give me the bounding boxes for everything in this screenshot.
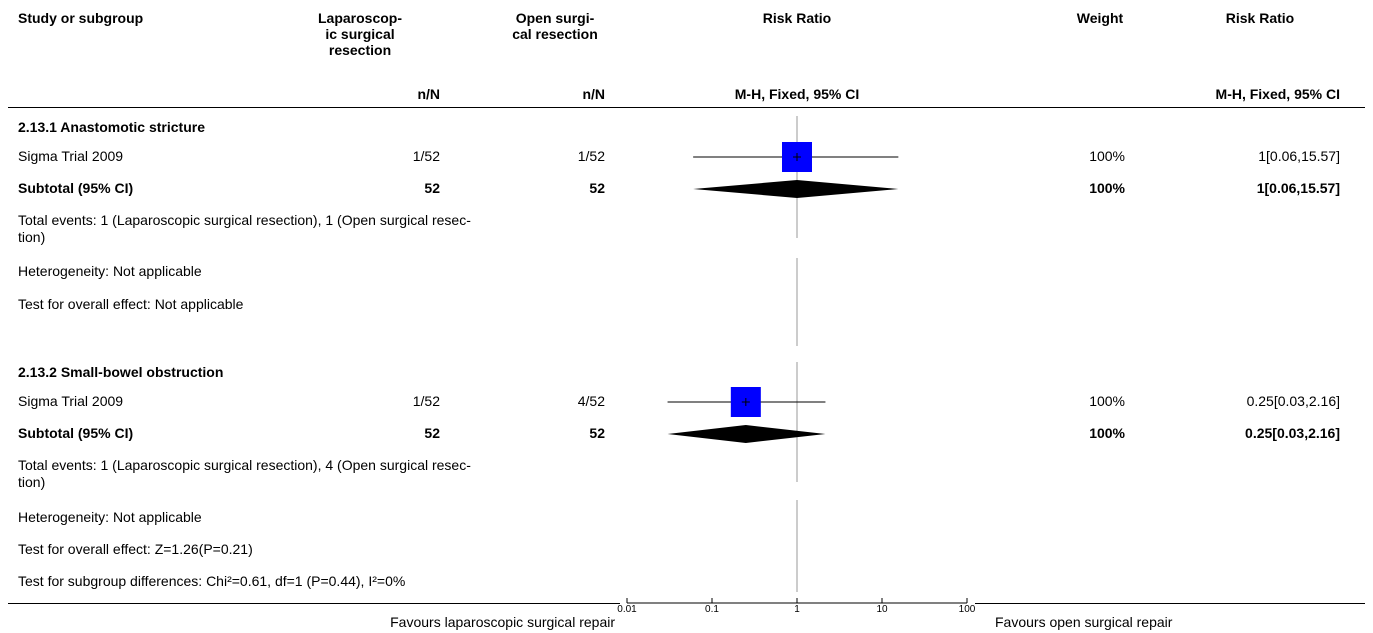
group-title: 2.13.2 Small-bowel obstruction — [18, 364, 224, 380]
total-events-line: tion) — [18, 474, 46, 490]
study-weight: 100% — [1089, 393, 1125, 409]
subtotal-label: Subtotal (95% CI) — [18, 425, 134, 441]
header-control-line: Open surgi- — [515, 10, 595, 26]
header-rr2-sub: M-H, Fixed, 95% CI — [1215, 86, 1340, 102]
study-ctrl: 1/52 — [577, 148, 605, 164]
x-tick-label: 100 — [959, 604, 976, 615]
x-tick-label: 0.1 — [705, 604, 719, 615]
header-experimental-line: resection — [328, 42, 392, 58]
subtotal-ctrl: 52 — [589, 425, 605, 441]
header-control-line: cal resection — [512, 26, 598, 42]
study-weight: 100% — [1089, 148, 1125, 164]
footer-rule-right — [975, 603, 1365, 604]
study-exp: 1/52 — [412, 148, 440, 164]
header-study: Study or subgroup — [18, 10, 144, 26]
subtotal-ci: 0.25[0.03,2.16] — [1245, 425, 1340, 441]
study-ci: 0.25[0.03,2.16] — [1246, 393, 1340, 409]
x-tick-label: 0.01 — [617, 604, 637, 615]
total-events: Total events: 1 (Laparoscopic surgical r… — [18, 457, 618, 491]
header-experimental-line: ic surgical — [325, 26, 395, 42]
subgroup-test: Test for subgroup differences: Chi²=0.61… — [18, 573, 406, 589]
header-weight: Weight — [1076, 10, 1124, 26]
subtotal-ci: 1[0.06,15.57] — [1256, 180, 1340, 196]
heterogeneity: Heterogeneity: Not applicable — [18, 263, 202, 279]
header-control: Open surgi- cal resection — [490, 10, 620, 42]
study-ctrl: 4/52 — [577, 393, 605, 409]
footer-rule-left — [8, 603, 620, 604]
subtotal-diamond — [693, 180, 899, 198]
total-events-line: tion) — [18, 229, 46, 245]
heterogeneity: Heterogeneity: Not applicable — [18, 509, 202, 525]
study-name: Sigma Trial 2009 — [18, 393, 124, 409]
total-events-line: Total events: 1 (Laparoscopic surgical r… — [18, 457, 471, 473]
overall-effect: Test for overall effect: Z=1.26(P=0.21) — [18, 541, 253, 557]
header-risk-ratio: Risk Ratio — [762, 10, 832, 26]
footer-favours-right: Favours open surgical repair — [995, 614, 1173, 630]
header-experimental-line: Laparoscop- — [317, 10, 402, 26]
group-title: 2.13.1 Anastomotic stricture — [18, 119, 205, 135]
subtotal-exp: 52 — [424, 425, 440, 441]
header-rule — [8, 107, 1365, 108]
footer-favours-left: Favours laparoscopic surgical repair — [390, 614, 615, 630]
overall-effect: Test for overall effect: Not applicable — [18, 296, 244, 312]
subtotal-diamond — [667, 425, 826, 443]
total-events-line: Total events: 1 (Laparoscopic surgical r… — [18, 212, 471, 228]
study-name: Sigma Trial 2009 — [18, 148, 124, 164]
header-risk-ratio-2: Risk Ratio — [1225, 10, 1295, 26]
subtotal-weight: 100% — [1089, 425, 1125, 441]
header-rr-sub: M-H, Fixed, 95% CI — [734, 86, 860, 102]
study-ci: 1[0.06,15.57] — [1258, 148, 1340, 164]
x-tick-label: 10 — [876, 604, 888, 615]
subtotal-exp: 52 — [424, 180, 440, 196]
header-exp-sub: n/N — [417, 86, 440, 102]
header-ctrl-sub: n/N — [582, 86, 605, 102]
subtotal-ctrl: 52 — [589, 180, 605, 196]
subtotal-label: Subtotal (95% CI) — [18, 180, 134, 196]
x-tick-label: 1 — [794, 604, 800, 615]
subtotal-weight: 100% — [1089, 180, 1125, 196]
total-events: Total events: 1 (Laparoscopic surgical r… — [18, 212, 618, 246]
study-exp: 1/52 — [412, 393, 440, 409]
header-experimental: Laparoscop- ic surgical resection — [300, 10, 420, 58]
